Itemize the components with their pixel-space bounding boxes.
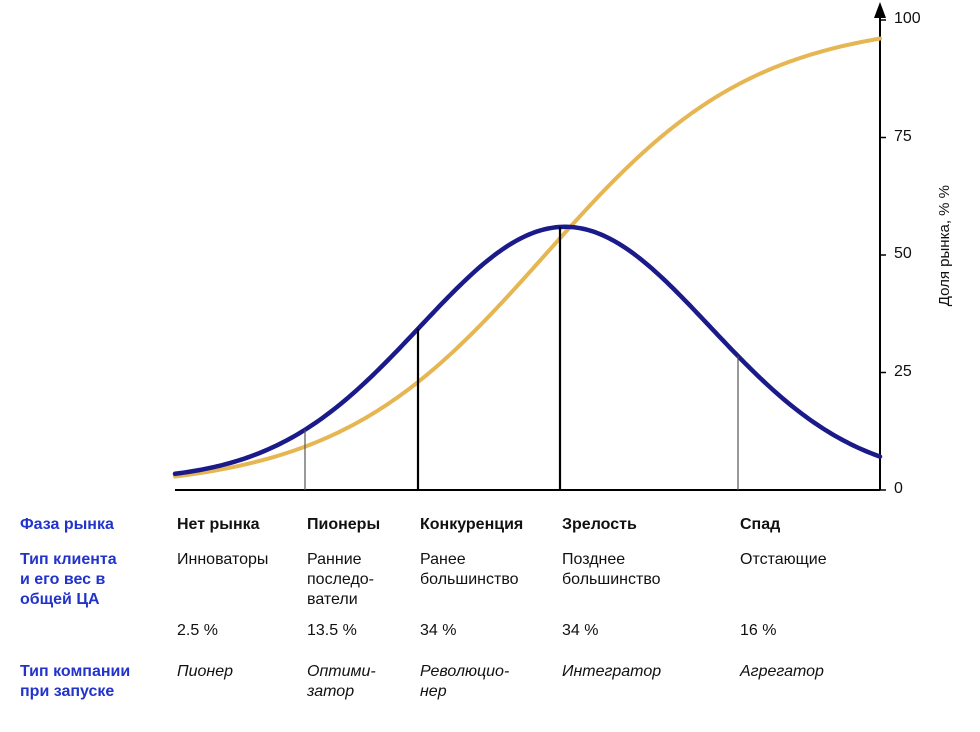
weight-cell: 16 % bbox=[740, 621, 776, 641]
client-type-cell: Инноваторы bbox=[177, 550, 268, 570]
company-type-cell: Оптими-затор bbox=[307, 662, 376, 702]
phase-cell: Зрелость bbox=[562, 515, 637, 535]
client-type-cell: Ранеебольшинство bbox=[420, 550, 519, 590]
ytick-75: 75 bbox=[894, 128, 912, 146]
weight-cell: 34 % bbox=[420, 621, 456, 641]
company-type-cell: Интегратор bbox=[562, 662, 661, 682]
ytick-50: 50 bbox=[894, 245, 912, 263]
chart-svg bbox=[0, 0, 980, 732]
client-type-cell: Ранниепоследо-ватели bbox=[307, 550, 374, 610]
row-label-client-type: Тип клиента и его вес вобщей ЦА bbox=[20, 550, 117, 610]
company-type-cell: Революцио-нер bbox=[420, 662, 509, 702]
ytick-0: 0 bbox=[894, 480, 903, 498]
phase-cell: Пионеры bbox=[307, 515, 380, 535]
row-label-company-type: Тип компаниипри запуске bbox=[20, 662, 130, 702]
weight-cell: 13.5 % bbox=[307, 621, 357, 641]
row-label-phase: Фаза рынка bbox=[20, 515, 114, 535]
weight-cell: 2.5 % bbox=[177, 621, 218, 641]
client-type-cell: Отстающие bbox=[740, 550, 827, 570]
company-type-cell: Агрегатор bbox=[740, 662, 824, 682]
phase-cell: Нет рынка bbox=[177, 515, 260, 535]
client-type-cell: Позднеебольшинство bbox=[562, 550, 661, 590]
weight-cell: 34 % bbox=[562, 621, 598, 641]
adoption-chart: 0 25 50 75 100 Доля рынка, % % Фаза рынк… bbox=[0, 0, 980, 732]
y-axis-title: Доля рынка, % % bbox=[936, 185, 953, 306]
company-type-cell: Пионер bbox=[177, 662, 233, 682]
phase-cell: Конкуренция bbox=[420, 515, 523, 535]
ytick-100: 100 bbox=[894, 10, 921, 28]
phase-cell: Спад bbox=[740, 515, 780, 535]
ytick-25: 25 bbox=[894, 363, 912, 381]
